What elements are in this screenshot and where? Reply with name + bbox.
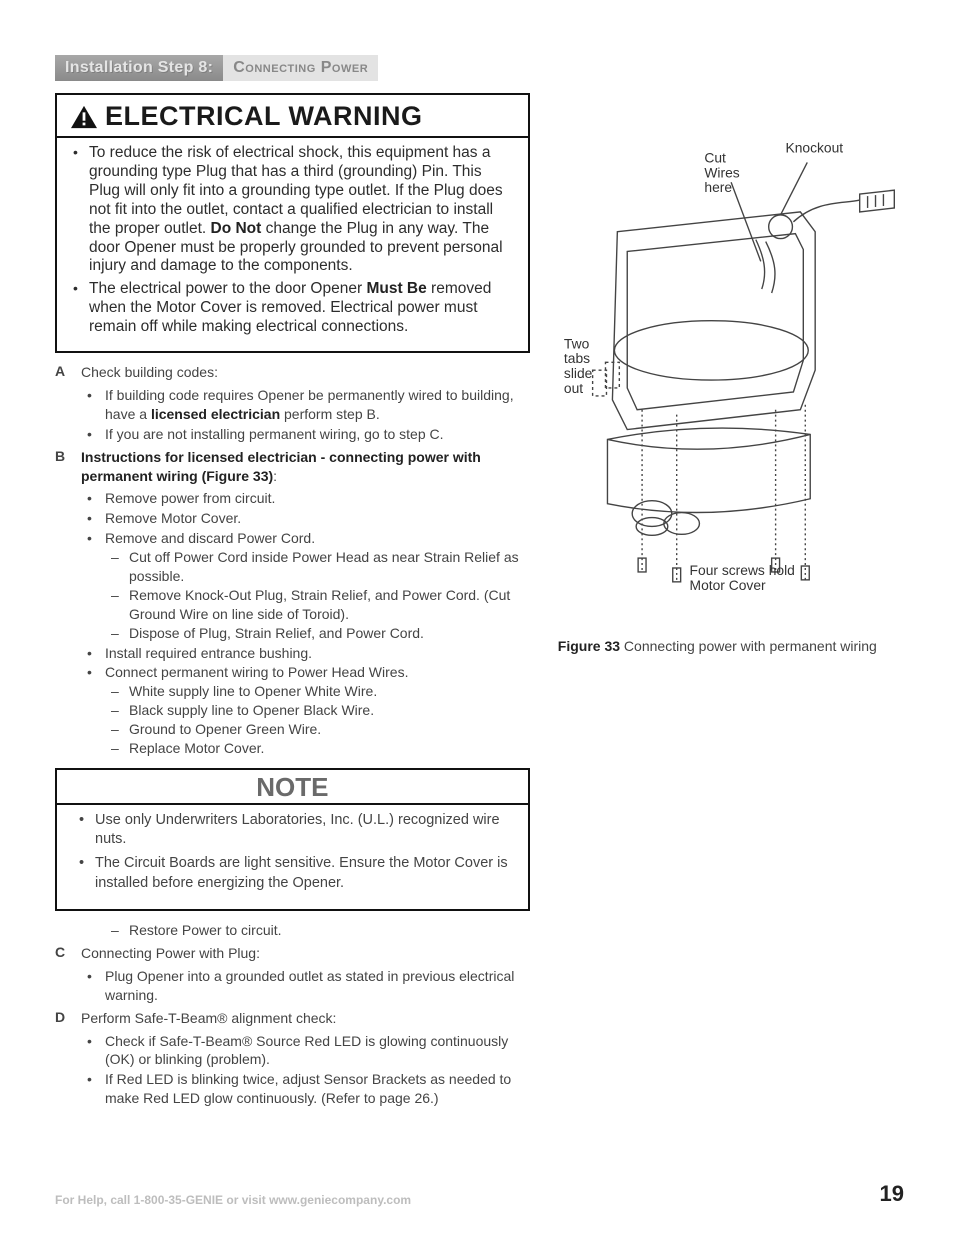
step-B: B Instructions for licensed electrician … (55, 448, 530, 486)
step-title: Connecting Power (223, 55, 378, 81)
warning-title-row: ELECTRICAL WARNING (57, 95, 528, 138)
step-B-dash: Remove Knock-Out Plug, Strain Relief, an… (105, 586, 530, 624)
label-knockout: Knockout (785, 140, 843, 156)
step-letter: D (55, 1009, 69, 1028)
figure-caption: Figure 33 Connecting power with permanen… (558, 638, 904, 654)
note-item: Use only Underwriters Laboratories, Inc.… (71, 811, 514, 850)
page-footer: For Help, call 1-800-35-GENIE or visit w… (55, 1181, 904, 1207)
right-column: Knockout CutWireshere Twotabsslideout Fo… (558, 93, 904, 1112)
step-B-dash: Replace Motor Cover. (105, 739, 530, 758)
step-label: Installation Step 8: (55, 55, 223, 81)
step-A-title: Check building codes: (81, 363, 530, 382)
warning-title: ELECTRICAL WARNING (105, 101, 423, 132)
step-B-dash: Cut off Power Cord inside Power Head as … (105, 548, 530, 586)
step-B-title: Instructions for licensed electrician - … (81, 448, 530, 486)
step-B-bullet: Install required entrance bushing. (55, 644, 530, 663)
step-A-bullet: If you are not installing permanent wiri… (55, 425, 530, 444)
step-B-dash: Black supply line to Opener Black Wire. (105, 701, 530, 720)
content-columns: ELECTRICAL WARNING To reduce the risk of… (55, 93, 904, 1112)
step-D-bullet: Check if Safe-T-Beam® Source Red LED is … (55, 1032, 530, 1070)
step-D-title: Perform Safe-T-Beam® alignment check: (81, 1009, 530, 1028)
step-C-bullet: Plug Opener into a grounded outlet as st… (55, 967, 530, 1005)
instruction-list-cont: Restore Power to circuit. ul.sub-bullets… (55, 921, 530, 1108)
step-A-bullet: If building code requires Opener be perm… (55, 386, 530, 424)
step-B-bullet: Remove power from circuit. (55, 489, 530, 508)
note-item: The Circuit Boards are light sensitive. … (71, 854, 514, 893)
step-header: Installation Step 8: Connecting Power (55, 55, 378, 81)
step-B-dash: White supply line to Opener White Wire. (105, 682, 530, 701)
label-screws: Four screws holdMotor Cover (689, 562, 794, 593)
step-D-bullet: If Red LED is blinking twice, adjust Sen… (55, 1070, 530, 1108)
warning-box: ELECTRICAL WARNING To reduce the risk of… (55, 93, 530, 353)
label-cut-wires: CutWireshere (704, 149, 739, 195)
left-column: ELECTRICAL WARNING To reduce the risk of… (55, 93, 530, 1112)
footer-help-text: For Help, call 1-800-35-GENIE or visit w… (55, 1193, 411, 1207)
step-D: D Perform Safe-T-Beam® alignment check: (55, 1009, 530, 1028)
note-body: Use only Underwriters Laboratories, Inc.… (57, 805, 528, 909)
step-letter: B (55, 448, 69, 486)
step-B-after-note: Restore Power to circuit. (55, 921, 530, 940)
step-C: C Connecting Power with Plug: (55, 944, 530, 963)
label-tabs: Twotabsslideout (564, 335, 593, 396)
note-title: NOTE (256, 772, 328, 802)
step-B-dash: Dispose of Plug, Strain Relief, and Powe… (105, 624, 530, 643)
step-B-bullet: Remove Motor Cover. (55, 509, 530, 528)
figure-33-diagram: Knockout CutWireshere Twotabsslideout Fo… (558, 113, 904, 627)
step-B-dash: Ground to Opener Green Wire. (105, 720, 530, 739)
warning-triangle-icon (69, 104, 99, 130)
note-box: NOTE Use only Underwriters Laboratories,… (55, 768, 530, 911)
warning-item: The electrical power to the door Opener … (71, 280, 514, 337)
step-letter: A (55, 363, 69, 382)
step-B-dash: Restore Power to circuit. (105, 921, 530, 940)
step-A: A Check building codes: (55, 363, 530, 382)
step-B-bullet: Remove and discard Power Cord. Cut off P… (55, 529, 530, 642)
warning-body: To reduce the risk of electrical shock, … (57, 138, 528, 351)
note-title-row: NOTE (57, 770, 528, 805)
step-B-bullet: Connect permanent wiring to Power Head W… (55, 663, 530, 757)
step-letter: C (55, 944, 69, 963)
page-number: 19 (880, 1181, 904, 1207)
instruction-list: A Check building codes: If building code… (55, 363, 530, 758)
step-C-title: Connecting Power with Plug: (81, 944, 530, 963)
warning-item: To reduce the risk of electrical shock, … (71, 144, 514, 276)
